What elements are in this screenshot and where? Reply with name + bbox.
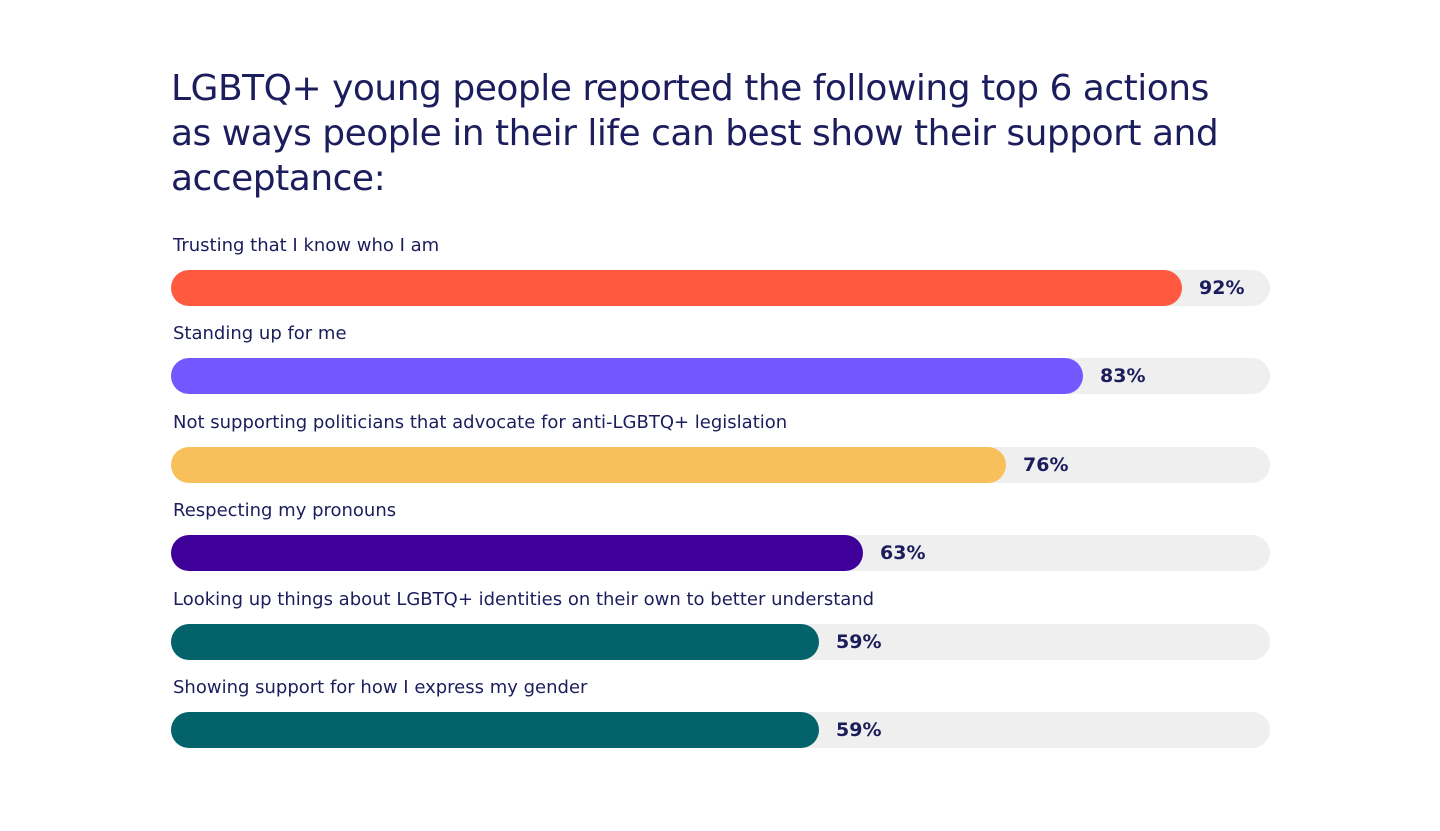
bar-track [171,535,1270,572]
bar [171,535,863,572]
bar-track [171,270,1270,306]
bar-row: Respecting my pronouns 63% [171,499,1270,575]
bar-category-label: Showing support for how I express my gen… [173,677,588,698]
bar-chart: LGBTQ+ young people reported the followi… [171,66,1270,748]
bar-category-label: Standing up for me [173,323,347,345]
bar-value-label: 83% [1100,365,1146,388]
bar-value-label: 92% [1199,277,1245,299]
bar-row: Trusting that I know who I am 92% [171,234,1270,310]
bar [171,712,819,748]
bar-row: Looking up things about LGBTQ+ identitie… [171,588,1270,664]
bar-row: Not supporting politicians that advocate… [171,411,1270,487]
bar-value-label: 63% [880,542,926,565]
bar-row: Showing support for how I express my gen… [171,676,1270,752]
bar [171,270,1182,306]
bar-category-label: Looking up things about LGBTQ+ identitie… [173,588,875,610]
chart-title: LGBTQ+ young people reported the followi… [171,68,1219,199]
bar-value-label: 59% [836,719,882,741]
bar-row: Standing up for me 83% [171,322,1270,398]
bar-category-label: Not supporting politicians that advocate… [173,411,788,433]
bar-track [171,623,1270,660]
bar-value-label: 59% [836,630,882,653]
bar [171,446,1006,483]
bar-track [171,358,1270,395]
bar-value-label: 76% [1023,453,1069,476]
bar-track [171,712,1270,748]
bar-category-label: Trusting that I know who I am [173,235,440,256]
bar [171,358,1083,395]
bar-category-label: Respecting my pronouns [173,500,397,522]
bar-track [171,446,1270,483]
bar [171,623,819,660]
